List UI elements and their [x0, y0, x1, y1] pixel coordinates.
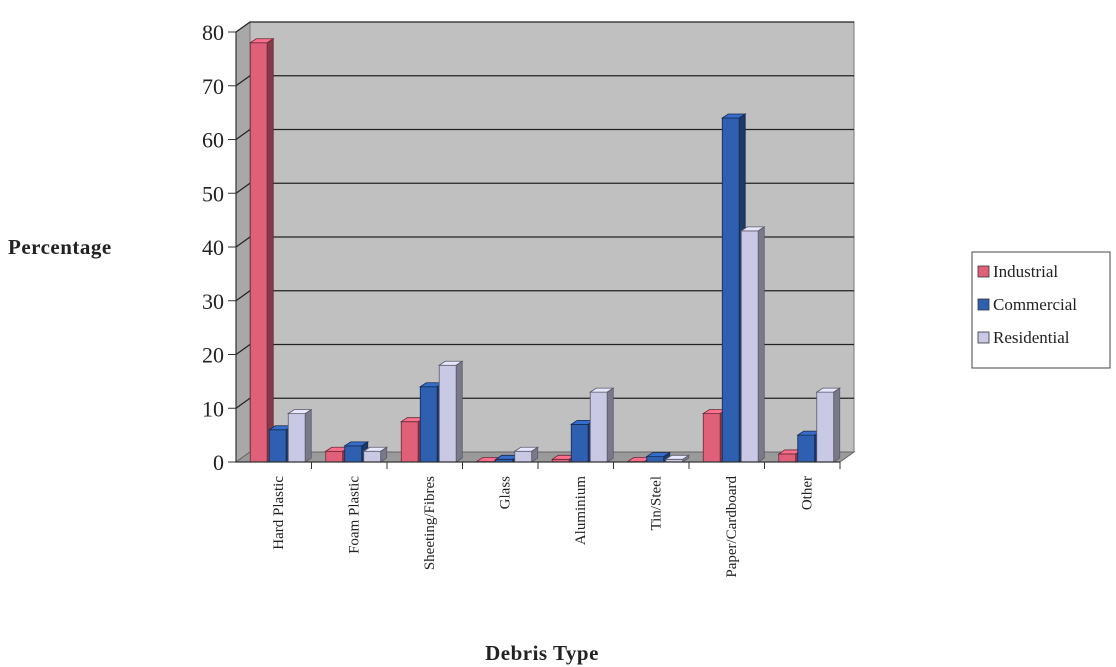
y-tick-label: 40 — [202, 235, 224, 260]
legend-item-residential: Residential — [977, 328, 1070, 347]
y-tick-label: 60 — [202, 128, 224, 153]
legend-label: Residential — [993, 328, 1070, 347]
x-tick-label: Sheeting/Fibres — [422, 476, 438, 570]
y-tick-label: 50 — [202, 181, 224, 206]
y-tick-label: 80 — [202, 20, 224, 45]
bar-residential — [664, 454, 691, 463]
gridline — [235, 21, 854, 33]
legend: Industrial Commercial Residential — [971, 251, 1111, 369]
bar-residential — [815, 387, 842, 463]
y-tick-label: 20 — [202, 343, 224, 368]
x-tick-labels: Hard Plastic Foam Plastic Sheeting/Fibres G… — [236, 461, 841, 578]
bar-residential — [588, 387, 615, 463]
x-tick-label: Paper/Cardboard — [724, 476, 740, 578]
legend-item-commercial: Commercial — [977, 295, 1077, 314]
x-axis-title: Debris Type — [485, 641, 599, 665]
x-tick-label: Other — [799, 476, 815, 510]
bar-industrial — [248, 38, 275, 463]
y-tick-label: 10 — [202, 396, 224, 421]
y-tick-label: 0 — [213, 450, 224, 475]
legend-swatch — [977, 298, 990, 311]
bar-residential — [513, 446, 540, 463]
x-tick-label: Aluminium — [573, 476, 589, 546]
bars — [248, 38, 842, 463]
legend-swatch — [977, 265, 990, 278]
y-tick-label: 70 — [202, 74, 224, 99]
x-tick-label: Glass — [497, 476, 513, 509]
bar-residential — [437, 360, 464, 463]
y-tick-labels: 0 10 20 30 40 50 60 70 80 — [202, 20, 237, 475]
bar-residential — [362, 446, 389, 463]
legend-box — [971, 251, 1111, 369]
y-tick-label: 30 — [202, 289, 224, 314]
x-tick-label: Hard Plastic — [271, 476, 287, 550]
legend-swatch — [977, 331, 990, 344]
legend-label: Industrial — [993, 262, 1058, 281]
bar-residential — [739, 226, 766, 463]
y-axis-title: Percentage — [8, 235, 112, 259]
x-tick-label: Tin/Steel — [648, 476, 664, 530]
x-tick-label: Foam Plastic — [346, 476, 362, 554]
legend-item-industrial: Industrial — [977, 262, 1058, 281]
bar-residential — [286, 408, 313, 463]
legend-label: Commercial — [993, 295, 1077, 314]
